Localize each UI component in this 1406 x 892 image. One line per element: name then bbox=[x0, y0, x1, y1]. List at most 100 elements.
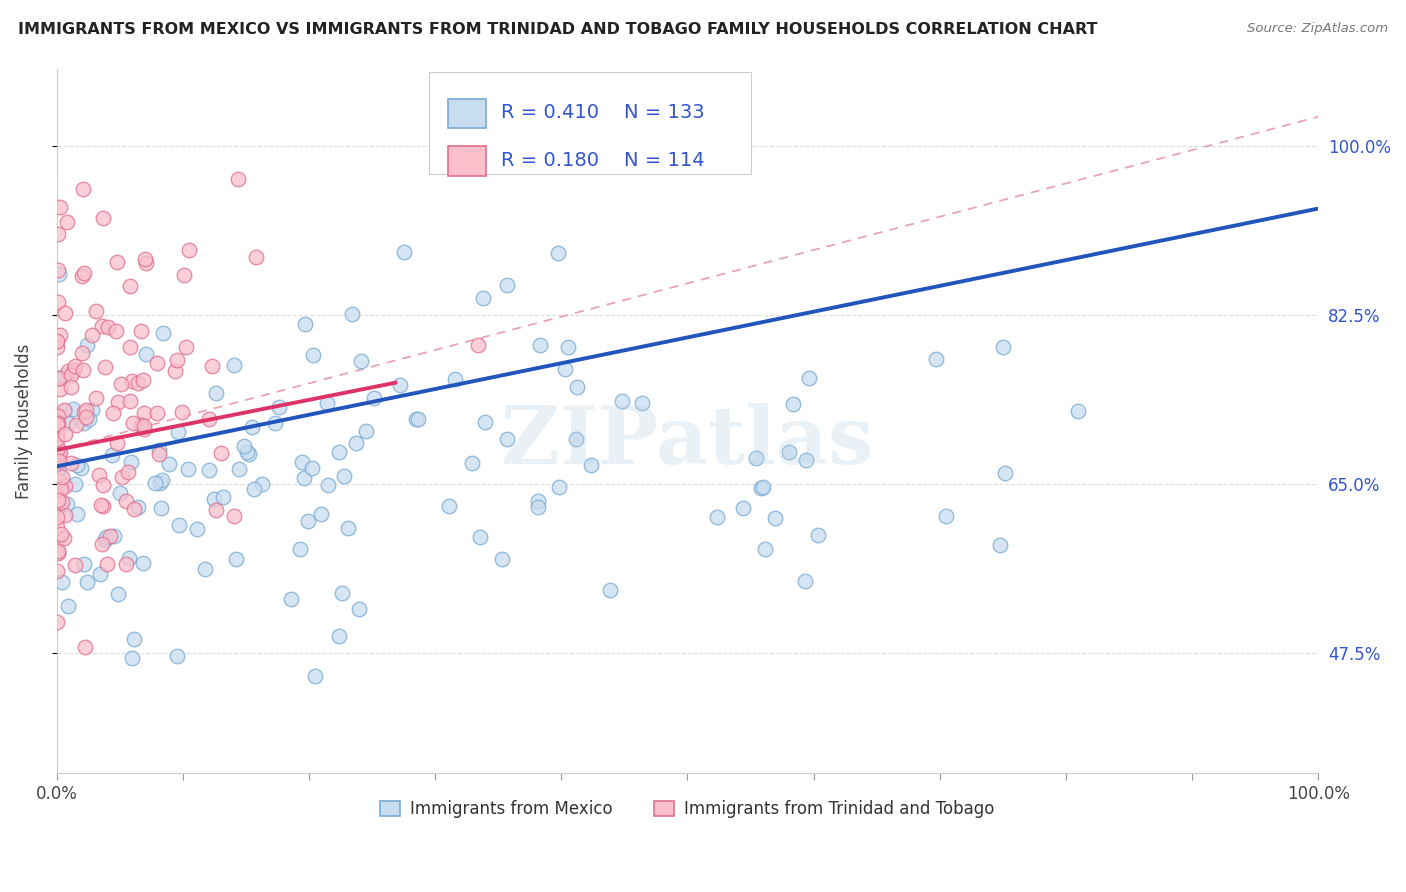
Point bbox=[1066, 403, 1088, 417]
Point bbox=[56, 497, 79, 511]
Point bbox=[59, 368, 82, 382]
Point bbox=[45, 334, 67, 348]
Point bbox=[46, 294, 69, 309]
Point bbox=[291, 455, 314, 469]
Point bbox=[104, 324, 127, 338]
Legend: Immigrants from Mexico, Immigrants from Trinidad and Tobago: Immigrants from Mexico, Immigrants from … bbox=[374, 794, 1001, 825]
Point bbox=[76, 575, 98, 590]
Point bbox=[107, 435, 129, 450]
Point bbox=[46, 262, 69, 277]
Point bbox=[134, 418, 156, 433]
Point bbox=[63, 476, 86, 491]
Point bbox=[267, 400, 290, 414]
Point bbox=[84, 304, 107, 318]
Point bbox=[567, 380, 589, 394]
Point bbox=[121, 417, 143, 431]
Point bbox=[91, 211, 114, 225]
Point bbox=[150, 473, 173, 487]
Point bbox=[101, 448, 124, 462]
Point bbox=[599, 583, 621, 598]
Point bbox=[51, 495, 73, 509]
Point bbox=[46, 492, 69, 507]
Point bbox=[89, 468, 111, 483]
Point bbox=[222, 358, 245, 372]
Point bbox=[45, 334, 67, 348]
Point bbox=[97, 320, 120, 334]
Point bbox=[496, 278, 519, 293]
Point bbox=[437, 499, 460, 513]
Point bbox=[94, 533, 117, 547]
Point bbox=[547, 245, 569, 260]
Point bbox=[118, 394, 141, 409]
Point bbox=[115, 494, 138, 508]
Point bbox=[56, 364, 79, 378]
Point bbox=[529, 337, 551, 351]
Point bbox=[245, 250, 267, 264]
Point bbox=[73, 405, 96, 419]
Point bbox=[491, 551, 513, 566]
Point bbox=[135, 256, 157, 270]
Point bbox=[228, 462, 250, 476]
Point bbox=[46, 462, 69, 476]
Point bbox=[45, 457, 67, 471]
Point bbox=[344, 436, 367, 450]
Point bbox=[174, 340, 197, 354]
Point bbox=[46, 432, 69, 446]
Point bbox=[91, 478, 114, 492]
Point bbox=[122, 632, 145, 646]
Point bbox=[157, 457, 180, 471]
Point bbox=[474, 415, 496, 429]
Point bbox=[103, 529, 125, 543]
Point bbox=[129, 324, 152, 338]
Point bbox=[77, 412, 100, 426]
Point bbox=[315, 396, 337, 410]
Point bbox=[354, 424, 377, 438]
Point bbox=[48, 447, 70, 461]
Point bbox=[631, 396, 654, 410]
Point bbox=[127, 376, 149, 391]
Point bbox=[793, 574, 815, 589]
Point bbox=[292, 470, 315, 484]
Point bbox=[197, 463, 219, 477]
Point bbox=[406, 411, 429, 425]
Point bbox=[149, 476, 172, 491]
Point bbox=[45, 510, 67, 524]
Point bbox=[56, 599, 79, 613]
Point bbox=[90, 498, 112, 512]
Point bbox=[166, 353, 188, 368]
Point bbox=[96, 558, 118, 572]
Point bbox=[70, 269, 93, 284]
Point bbox=[394, 244, 416, 259]
Y-axis label: Family Households: Family Households bbox=[15, 343, 32, 499]
Point bbox=[117, 465, 139, 479]
Point bbox=[797, 371, 820, 385]
Point bbox=[48, 267, 70, 281]
Point bbox=[56, 417, 79, 431]
Point bbox=[46, 416, 69, 430]
Point bbox=[250, 476, 273, 491]
Point bbox=[782, 397, 804, 411]
Point bbox=[205, 503, 228, 517]
Point bbox=[91, 318, 114, 333]
Point bbox=[240, 420, 263, 434]
Point bbox=[73, 416, 96, 430]
Point bbox=[56, 215, 79, 229]
Point bbox=[547, 480, 569, 494]
Point bbox=[186, 522, 208, 536]
Point bbox=[166, 648, 188, 663]
Point bbox=[280, 591, 302, 606]
Point bbox=[132, 422, 155, 436]
Point bbox=[212, 491, 235, 505]
Text: R = 0.410    N = 133: R = 0.410 N = 133 bbox=[501, 103, 704, 122]
Point bbox=[236, 445, 259, 459]
Point bbox=[46, 544, 69, 558]
Point bbox=[49, 498, 72, 512]
Point bbox=[294, 318, 316, 332]
Point bbox=[388, 377, 411, 392]
Point bbox=[46, 441, 69, 455]
Point bbox=[107, 587, 129, 601]
Point bbox=[48, 370, 70, 384]
Point bbox=[132, 373, 155, 387]
Point bbox=[194, 562, 217, 576]
Point bbox=[988, 538, 1011, 552]
